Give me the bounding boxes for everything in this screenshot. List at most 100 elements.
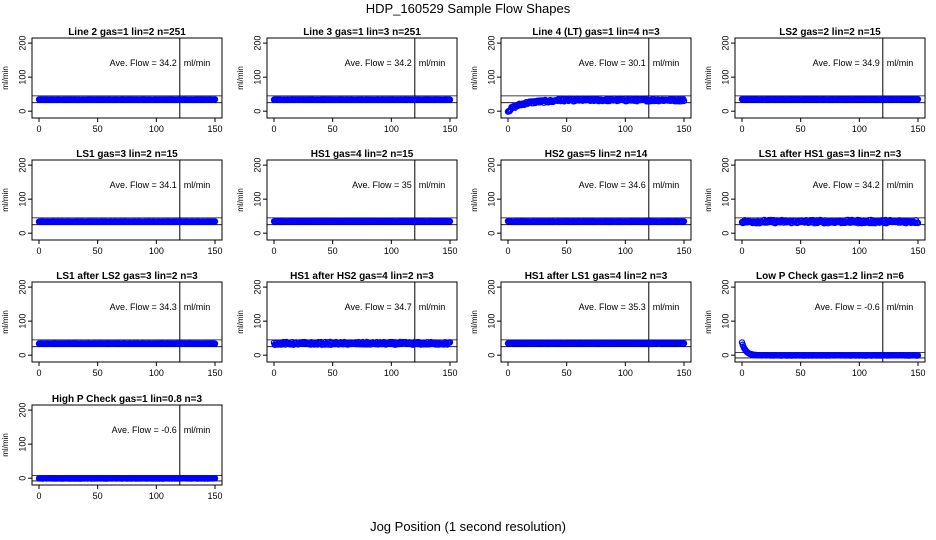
data-point [446, 218, 454, 225]
y-tick-label: 100 [720, 314, 730, 329]
plot-frame [266, 281, 458, 363]
x-tick-label: 100 [618, 368, 633, 378]
chart-panel: Line 2 gas=1 lin=2 n=251 ml/min 0 100 200 0 50… [1, 27, 223, 134]
x-tick-label: 0 [36, 368, 41, 378]
panel-title: HS1 after HS2 gas=4 lin=2 n=3 [290, 271, 434, 282]
x-tick-label: 150 [207, 491, 222, 501]
y-axis-label: ml/min [236, 66, 245, 90]
chart-panel: Line 4 (LT) gas=1 lin=4 n=3 ml/min 0 100 200… [470, 27, 692, 134]
x-tick-label: 0 [739, 246, 744, 256]
panel-title: LS1 gas=3 lin=2 n=15 [76, 149, 178, 160]
y-tick-label: 200 [486, 36, 496, 51]
chart-panel: HS1 gas=4 lin=2 n=15 ml/min 0 100 200 0 50 100 1… [236, 149, 458, 256]
data-points [35, 340, 219, 347]
x-axis-label: Jog Position (1 second resolution) [370, 519, 566, 534]
data-points [35, 475, 219, 482]
panel-title: LS1 after HS1 gas=3 lin=2 n=3 [759, 149, 902, 160]
y-tick-label: 100 [17, 192, 27, 207]
data-point [914, 352, 922, 359]
x-tick-label: 150 [207, 246, 222, 256]
chart-panel: HS1 after HS2 gas=4 lin=2 n=3 ml/min 0 100 2… [236, 271, 458, 378]
data-point [680, 218, 688, 225]
x-tick-label: 0 [36, 246, 41, 256]
x-tick-label: 50 [328, 124, 338, 134]
y-tick-label: 0 [486, 353, 496, 358]
y-tick-label: 200 [17, 158, 27, 173]
plot-frame [31, 159, 223, 241]
chart-panel: Low P Check gas=1.2 lin=2 n=6 ml/min 0 100 2… [704, 271, 926, 378]
x-tick-label: 50 [562, 124, 572, 134]
chart-panel: HS2 gas=5 lin=2 n=14 ml/min 0 100 200 0 50 100 1… [470, 149, 692, 256]
x-tick-label: 150 [207, 124, 222, 134]
plot-frame [500, 281, 692, 363]
y-tick-label: 200 [17, 280, 27, 295]
ave-flow-unit: ml/min [419, 302, 446, 312]
y-tick-label: 100 [252, 192, 262, 207]
y-axis-label: ml/min [470, 310, 479, 334]
x-tick-label: 150 [442, 124, 457, 134]
ave-flow-annotation: Ave. Flow = 34.1 [110, 180, 177, 190]
chart-panel: LS1 gas=3 lin=2 n=15 ml/min 0 100 200 0 50 100 1… [1, 149, 223, 256]
data-point [211, 475, 219, 482]
ave-flow-unit: ml/min [184, 302, 211, 312]
x-tick-label: 50 [796, 246, 806, 256]
y-axis-label: ml/min [704, 188, 713, 212]
plot-frame [734, 159, 926, 241]
y-tick-label: 0 [17, 231, 27, 236]
y-tick-label: 0 [720, 109, 730, 114]
x-tick-label: 150 [676, 124, 691, 134]
x-tick-label: 50 [328, 246, 338, 256]
data-points [504, 339, 688, 347]
x-tick-label: 0 [271, 124, 276, 134]
x-tick-label: 150 [442, 246, 457, 256]
y-tick-label: 200 [486, 158, 496, 173]
x-tick-label: 150 [207, 368, 222, 378]
x-tick-label: 150 [910, 124, 925, 134]
y-tick-label: 200 [720, 158, 730, 173]
y-tick-label: 200 [17, 36, 27, 51]
ave-flow-unit: ml/min [887, 180, 914, 190]
data-point [680, 97, 688, 105]
y-tick-label: 200 [720, 280, 730, 295]
ave-flow-unit: ml/min [184, 180, 211, 190]
ave-flow-annotation: Ave. Flow = 34.7 [345, 302, 412, 312]
plot-frame [734, 37, 926, 119]
panel-title: Line 4 (LT) gas=1 lin=4 n=3 [532, 27, 660, 38]
x-tick-label: 150 [676, 246, 691, 256]
ave-flow-unit: ml/min [653, 302, 680, 312]
x-tick-label: 150 [910, 246, 925, 256]
y-tick-label: 0 [720, 231, 730, 236]
panel-title: LS2 gas=2 lin=2 n=15 [779, 27, 881, 38]
x-tick-label: 150 [676, 368, 691, 378]
panel-title: High P Check gas=1 lin=0.8 n=3 [52, 394, 203, 405]
x-tick-label: 100 [149, 246, 164, 256]
y-axis-label: ml/min [1, 66, 10, 90]
data-points [504, 217, 688, 225]
x-tick-label: 50 [562, 246, 572, 256]
ave-flow-annotation: Ave. Flow = 35.3 [579, 302, 646, 312]
x-tick-label: 100 [852, 246, 867, 256]
x-tick-label: 0 [36, 124, 41, 134]
chart-panel: LS1 after LS2 gas=3 lin=2 n=3 ml/min 0 100 2… [1, 271, 223, 378]
data-points [270, 217, 454, 225]
y-tick-label: 200 [720, 36, 730, 51]
plot-frame [31, 37, 223, 119]
x-tick-label: 0 [505, 124, 510, 134]
y-tick-label: 200 [17, 403, 27, 418]
y-axis-label: ml/min [236, 188, 245, 212]
ave-flow-annotation: Ave. Flow = 30.1 [579, 58, 646, 68]
chart-panel: HS1 after LS1 gas=4 lin=2 n=3 ml/min 0 100 2… [470, 271, 692, 378]
data-points [35, 218, 219, 225]
data-point [211, 340, 219, 347]
y-axis-label: ml/min [1, 433, 10, 457]
x-tick-label: 100 [149, 368, 164, 378]
x-tick-label: 0 [505, 368, 510, 378]
x-tick-label: 0 [36, 491, 41, 501]
data-point [680, 340, 688, 347]
y-tick-label: 100 [720, 70, 730, 85]
data-point [914, 219, 922, 227]
y-tick-label: 100 [252, 70, 262, 85]
plot-frame [266, 159, 458, 241]
ave-flow-annotation: Ave. Flow = 34.2 [110, 58, 177, 68]
figure-title: HDP_160529 Sample Flow Shapes [365, 1, 571, 16]
